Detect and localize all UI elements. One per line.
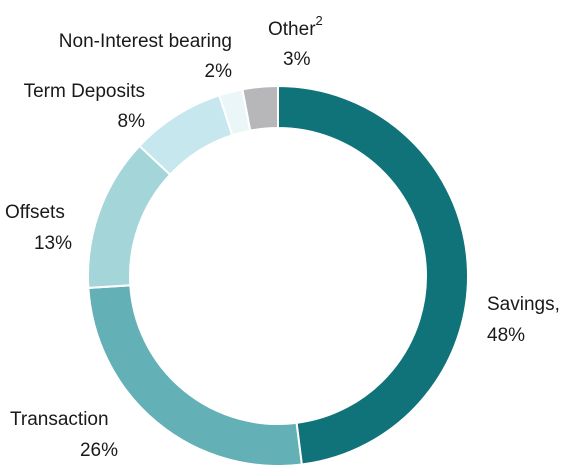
category-label: Non-Interest bearing — [59, 31, 232, 52]
value-label: 48% — [487, 325, 525, 346]
value-label: 8% — [118, 111, 146, 132]
category-label: Other2 — [268, 13, 323, 40]
category-label: Offsets — [5, 202, 65, 223]
donut-segment — [277, 84, 470, 465]
donut-segment — [87, 144, 172, 289]
category-label: Transaction — [10, 409, 109, 430]
value-label: 13% — [34, 233, 72, 254]
category-label: Term Deposits — [24, 81, 145, 102]
value-label: 3% — [283, 49, 311, 70]
category-name: Non-Interest bearing — [59, 31, 232, 52]
value-label: 26% — [80, 440, 118, 461]
category-name: Savings, — [487, 294, 560, 315]
category-name: Term Deposits — [24, 81, 145, 102]
category-name: Other — [268, 19, 316, 40]
category-name: Transaction — [10, 409, 109, 430]
donut-segment — [241, 84, 279, 132]
category-name: Offsets — [5, 202, 65, 223]
value-label: 2% — [205, 61, 233, 82]
donut-segment — [87, 284, 303, 465]
footnote-marker: 2 — [316, 13, 323, 28]
category-label: Savings, — [487, 294, 560, 315]
